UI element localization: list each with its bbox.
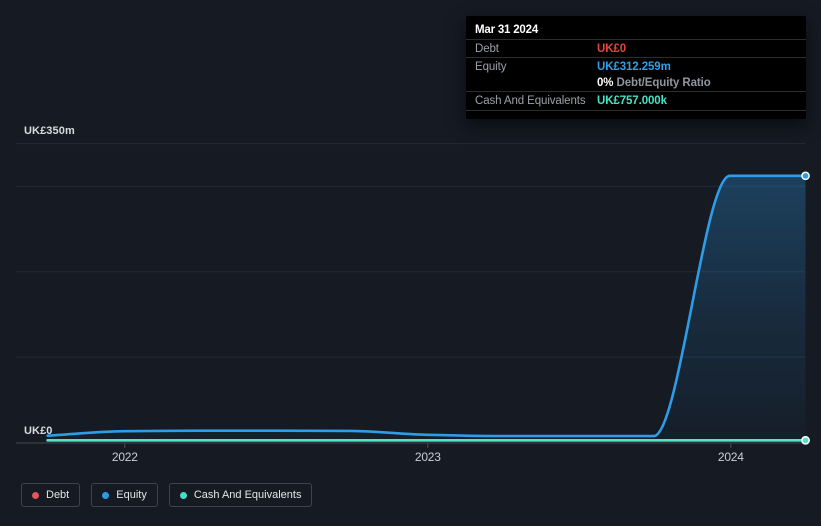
tooltip-ratio-pct: 0% <box>597 77 614 90</box>
tooltip-value-cash: UK£757.000k <box>597 94 667 107</box>
y-axis-max-label: UK£350m <box>24 125 75 137</box>
cash-and-equivalents-endpoint-marker[interactable] <box>801 435 810 445</box>
tooltip-row-cash: Cash And Equivalents UK£757.000k <box>466 92 806 111</box>
tooltip-date: Mar 31 2024 <box>466 16 806 40</box>
legend-label-debt: Debt <box>46 489 70 501</box>
chart-legend: Debt Equity Cash And Equivalents <box>21 483 313 507</box>
legend-dot-debt <box>32 491 39 499</box>
x-tick-label-2024: 2024 <box>717 449 744 464</box>
tooltip-value-equity: UK£312.259m <box>597 60 671 73</box>
tooltip-value-debt: UK£0 <box>597 42 627 55</box>
legend-dot-cash <box>179 491 187 499</box>
legend-label-equity: Equity <box>116 489 147 501</box>
y-axis-zero-label: UK£0 <box>24 425 53 437</box>
tooltip-ratio-equity: 0% Debt/Equity Ratio <box>597 77 711 89</box>
tooltip-ratio-text: Debt/Equity Ratio <box>616 77 711 90</box>
tooltip-label-debt: Debt <box>475 42 499 55</box>
x-tick-label-2022: 2022 <box>111 449 138 464</box>
legend-item-equity[interactable]: Equity <box>91 483 158 507</box>
tooltip-label-equity: Equity <box>475 60 507 73</box>
tooltip-row-debt: Debt UK£0 <box>466 40 806 59</box>
x-tick-label-2023: 2023 <box>414 449 441 464</box>
legend-item-debt[interactable]: Debt <box>21 483 81 507</box>
legend-item-cash[interactable]: Cash And Equivalents <box>168 483 313 507</box>
tooltip-row-equity: Equity UK£312.259m 0% Debt/Equity Ratio <box>466 58 806 93</box>
equity-area-fill <box>47 175 806 443</box>
chart-tooltip: Mar 31 2024 Debt UK£0 Equity UK£312.259m … <box>466 16 806 119</box>
equity-line[interactable] <box>46 174 807 438</box>
tooltip-bottom-padding <box>466 111 806 119</box>
equity-endpoint-marker[interactable] <box>801 171 810 181</box>
legend-dot-equity <box>102 491 110 499</box>
legend-label-cash: Cash And Equivalents <box>193 489 302 501</box>
tooltip-label-cash: Cash And Equivalents <box>475 94 586 107</box>
